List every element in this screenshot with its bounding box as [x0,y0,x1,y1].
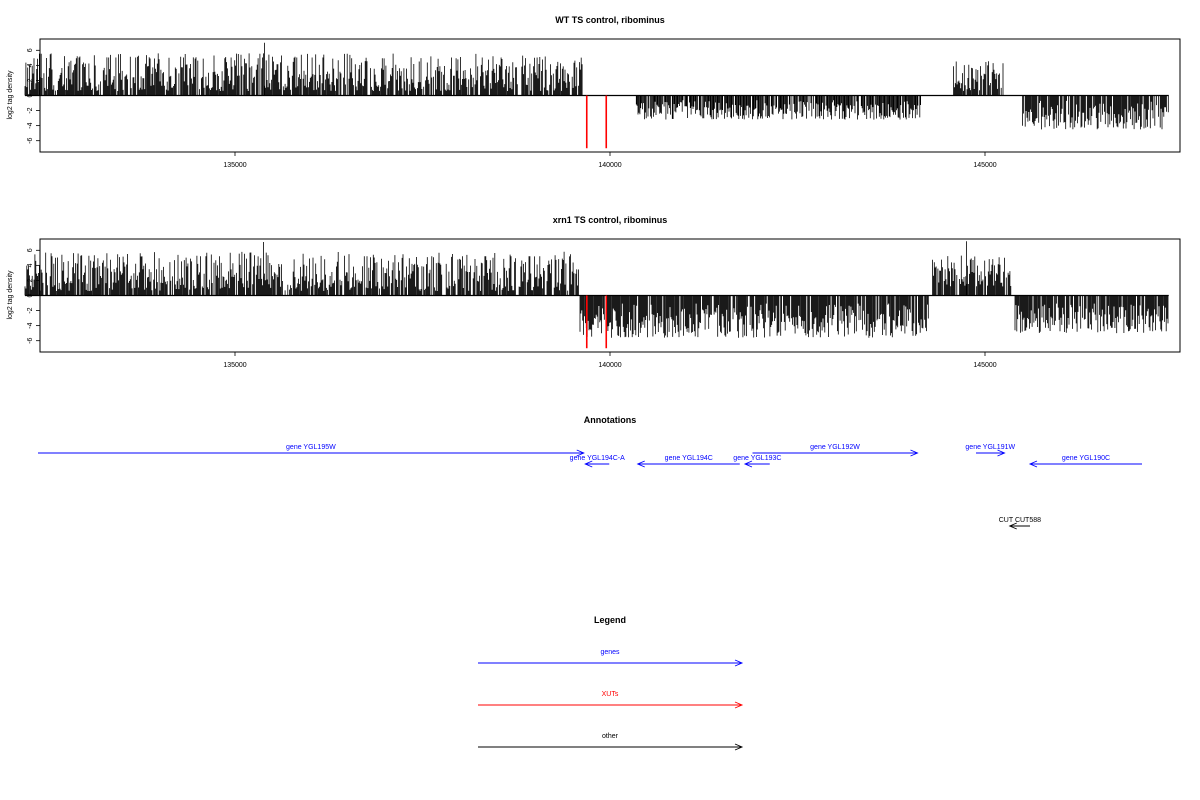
wt-track-plot: WT TS control, ribominus log2 tag densit… [7,15,1181,169]
y-tick-label: -6 [27,337,34,343]
legend-label: XUTs [602,691,619,698]
y-tick-label: 2 [27,278,34,282]
y-tick-label: -4 [27,122,34,128]
y-tick-label: -2 [27,107,34,113]
annotation-arrow [584,460,610,468]
x-tick-label: 140000 [598,162,621,169]
y-tick-label: 2 [27,78,34,82]
y-tick-label: -6 [27,137,34,143]
wt-x-axis: 135000 140000 145000 [223,152,997,169]
annotation-arrow [976,449,1006,457]
y-tick-label: 4 [27,63,34,67]
density-bar-segment [579,295,929,338]
density-bar-segment [1014,295,1169,334]
xrn1-density-bars [24,241,1169,338]
annotation-arrow [1008,522,1030,530]
annotation-label: gene YGL195W [286,444,336,451]
annotation-label: gene YGL194C [665,455,713,462]
x-tick-label: 135000 [223,362,246,369]
wt-y-axis-label: log2 tag density [7,70,14,120]
annotation-arrow [1028,460,1142,468]
y-tick-label: -2 [27,307,34,313]
legend-arrow-other [478,743,744,751]
density-bar-segment [1022,95,1169,130]
annotation-arrow [636,460,740,468]
annotation-label: gene YGL191W [965,444,1015,451]
y-tick-label: 6 [27,248,34,252]
y-tick-label: 6 [27,48,34,52]
xrn1-track-plot: xrn1 TS control, ribominus log2 tag dens… [7,215,1181,369]
x-tick-label: 135000 [223,162,246,169]
legend-label: other [602,733,619,740]
annotation-arrow [38,449,585,457]
wt-track-title: WT TS control, ribominus [555,15,665,25]
density-bar-segment [932,241,1012,296]
legend-panel: Legend genes XUTs other [478,615,744,751]
xrn1-y-axis-label: log2 tag density [7,270,14,320]
xrn1-x-axis: 135000 140000 145000 [223,352,997,369]
x-tick-label: 140000 [598,362,621,369]
legend-arrow-genes [478,659,744,667]
y-tick-label: 4 [27,263,34,267]
x-tick-label: 145000 [973,362,996,369]
annotation-label: gene YGL193C [733,455,781,462]
legend-items: genes XUTs other [478,649,744,751]
density-bar-segment [953,61,1004,96]
legend-arrow-xuts [478,701,744,709]
annotation-arrow [743,460,770,468]
legend-title: Legend [594,615,626,625]
annotation-label: CUT CUT588 [999,517,1041,524]
y-tick-label: -4 [27,322,34,328]
annotation-label: gene YGL192W [810,444,860,451]
xrn1-xut-spikes [585,295,608,349]
legend-label: genes [600,649,620,656]
x-tick-label: 145000 [973,162,996,169]
annotations-title: Annotations [584,415,637,425]
annotation-items: gene YGL195W gene YGL194C-A gene YGL194C ge… [38,444,1142,530]
density-bar-segment [24,242,579,296]
density-bar-segment [635,95,921,120]
annotation-label: gene YGL194C-A [570,455,625,462]
wt-xut-spikes [585,95,608,149]
annotation-label: gene YGL190C [1062,455,1110,462]
xrn1-track-title: xrn1 TS control, ribominus [553,215,668,225]
annotation-arrow [752,449,919,457]
wt-density-bars [24,42,1169,130]
density-bar-segment [24,42,583,96]
